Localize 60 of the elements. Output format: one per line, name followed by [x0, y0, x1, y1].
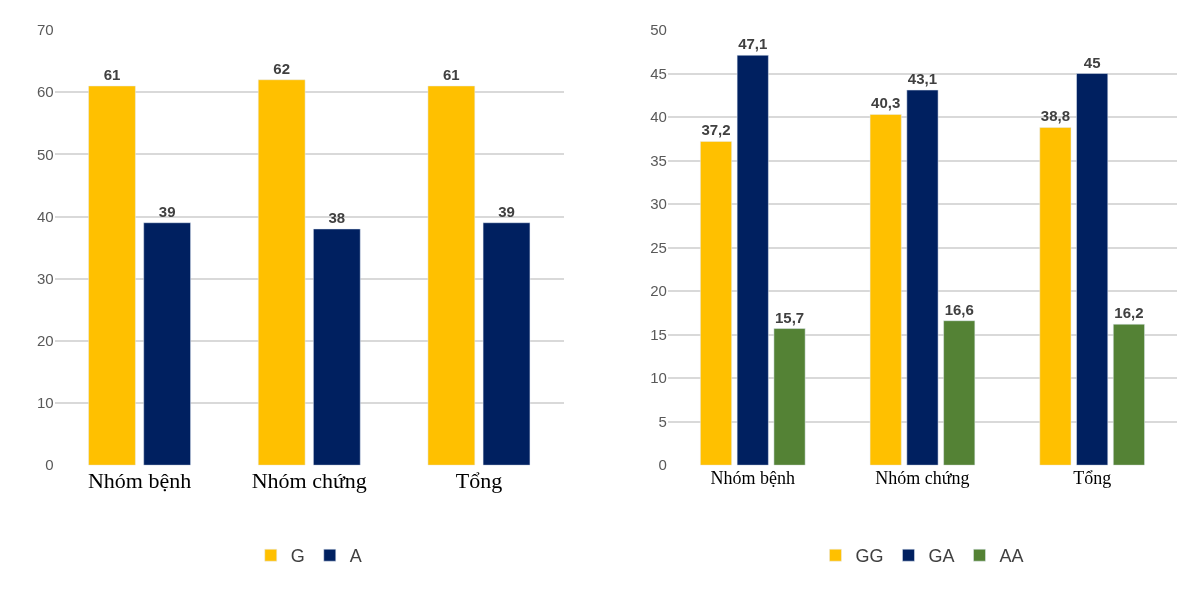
x-tick-label: Nhóm chứng: [875, 468, 970, 489]
data-label: 16,2: [1114, 304, 1144, 322]
y-tick-label: 20: [37, 332, 54, 350]
bar: [1076, 73, 1109, 466]
legend-label: G: [290, 546, 305, 567]
bar: [143, 222, 191, 466]
x-tick-label: Nhóm bệnh: [710, 468, 796, 489]
y-tick-label: 5: [658, 412, 667, 430]
bar: [869, 114, 902, 466]
y-tick-label: 45: [650, 64, 667, 82]
data-label: 40,3: [871, 94, 901, 112]
y-tick-label: 10: [37, 394, 54, 412]
legend-label: GA: [928, 546, 955, 567]
bar: [257, 79, 306, 466]
data-label: 39: [498, 202, 515, 220]
data-label: 15,7: [774, 308, 805, 326]
data-label: 47,1: [738, 35, 768, 53]
legend-label: A: [349, 546, 362, 567]
x-tick-label: Tổng: [1073, 468, 1112, 489]
data-label: 39: [158, 202, 176, 220]
x-tick-label: Nhóm bệnh: [87, 468, 192, 494]
y-tick-label: 50: [37, 145, 54, 163]
data-label: 62: [273, 59, 291, 77]
x-tick-label: Nhóm chứng: [251, 468, 367, 494]
x-tick-label: Tổng: [455, 468, 503, 494]
bar: [88, 85, 136, 466]
bar: [700, 141, 732, 466]
data-label: 45: [1083, 53, 1101, 71]
y-tick-label: 0: [658, 456, 667, 474]
bar: [1039, 127, 1072, 466]
y-tick-label: 20: [650, 282, 667, 300]
y-tick-label: 15: [650, 325, 667, 343]
data-label: 43,1: [907, 70, 938, 88]
bar: [1113, 323, 1145, 466]
y-tick-label: 0: [45, 456, 54, 474]
bar: [906, 89, 939, 466]
y-tick-label: 25: [650, 238, 667, 256]
bar: [313, 228, 361, 466]
data-label: 61: [103, 65, 121, 83]
y-tick-label: 40: [650, 108, 667, 126]
y-tick-label: 35: [650, 151, 667, 169]
legend-label: GG: [855, 546, 884, 567]
legend-label: AA: [999, 546, 1024, 567]
y-tick-label: 70: [37, 21, 54, 39]
data-label: 38: [328, 208, 346, 226]
y-tick-label: 10: [650, 369, 667, 387]
y-tick-label: 40: [37, 207, 54, 225]
y-tick-label: 60: [37, 83, 54, 101]
data-label: 16,6: [944, 300, 974, 318]
bar: [736, 54, 769, 466]
bar: [482, 222, 531, 466]
bar: [427, 85, 476, 466]
bar: [773, 328, 806, 466]
y-tick-label: 30: [37, 269, 54, 287]
data-label: 37,2: [701, 121, 731, 139]
y-tick-label: 30: [650, 195, 667, 213]
data-label: 38,8: [1040, 107, 1070, 125]
bar: [943, 320, 976, 466]
y-tick-label: 50: [650, 21, 667, 39]
data-label: 61: [443, 65, 460, 83]
